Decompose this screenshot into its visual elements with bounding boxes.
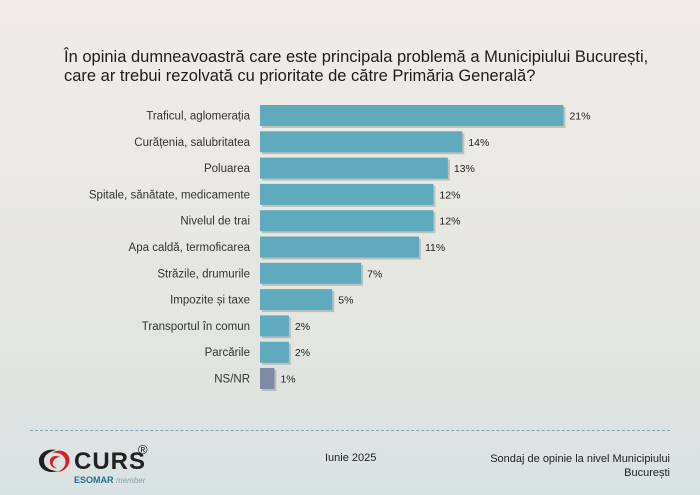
- survey-date: Iunie 2025: [325, 452, 377, 464]
- logo-wordmark: CURS: [74, 448, 147, 475]
- category-label-6: Străzile, drumurile: [157, 268, 250, 280]
- value-label-4: 12%: [439, 216, 460, 228]
- value-label-2: 13%: [454, 163, 475, 175]
- bar-chart: Traficul, aglomerația 21% Curățenia, salub…: [89, 105, 590, 391]
- bar-3: [260, 183, 434, 205]
- value-label-7: 5%: [338, 295, 353, 307]
- esomar-member-label: member: [116, 476, 146, 485]
- value-label-0: 21%: [569, 111, 590, 123]
- registered-mark: ®: [138, 442, 148, 457]
- survey-source: Sondaj de opinie la nivel Municipiului B…: [490, 453, 670, 479]
- bar-2: [260, 157, 448, 179]
- curs-logo: CURS ® ESOMAR member: [36, 442, 176, 487]
- category-label-8: Transportul în comun: [142, 321, 250, 333]
- bar-7: [260, 289, 333, 311]
- value-label-10: 1%: [280, 374, 295, 386]
- category-label-2: Poluarea: [204, 163, 251, 175]
- bar-10: [260, 368, 275, 389]
- bar-8: [260, 315, 289, 337]
- category-label-4: Nivelul de trai: [180, 216, 250, 228]
- bar-9: [260, 341, 289, 363]
- esomar-badge: ESOMAR member: [74, 475, 145, 485]
- bar-4: [260, 210, 434, 232]
- chart-title: În opinia dumneavoastră care este princi…: [64, 48, 649, 85]
- category-label-5: Apa caldă, termoficarea: [129, 242, 251, 254]
- curs-swirl-icon: [38, 449, 70, 472]
- value-label-9: 2%: [295, 347, 310, 359]
- value-label-6: 7%: [367, 268, 382, 280]
- value-label-5: 11%: [425, 242, 445, 254]
- value-label-3: 12%: [439, 189, 460, 201]
- footer-divider: [30, 430, 670, 431]
- bar-6: [260, 262, 362, 284]
- category-label-1: Curățenia, salubritatea: [134, 137, 250, 149]
- category-label-7: Impozite și taxe: [170, 295, 250, 307]
- category-label-10: NS/NR: [214, 374, 250, 386]
- category-label-9: Parcările: [205, 347, 250, 359]
- value-label-8: 2%: [295, 321, 310, 333]
- bar-5: [260, 236, 419, 258]
- bar-0: [260, 105, 564, 126]
- bar-1: [260, 131, 463, 153]
- value-label-1: 14%: [468, 137, 489, 149]
- esomar-label: ESOMAR: [74, 475, 114, 485]
- category-label-0: Traficul, aglomerația: [146, 111, 250, 123]
- category-label-3: Spitale, sănătate, medicamente: [89, 189, 250, 201]
